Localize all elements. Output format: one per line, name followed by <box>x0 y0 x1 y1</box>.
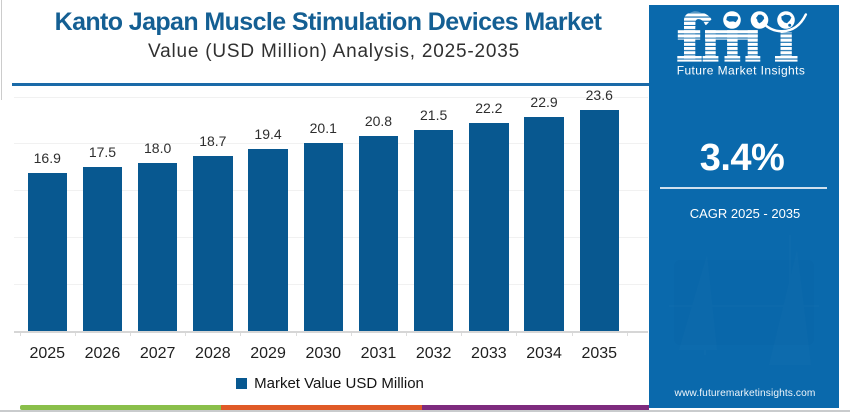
svg-text:Future Market Insights: Future Market Insights <box>677 63 806 77</box>
